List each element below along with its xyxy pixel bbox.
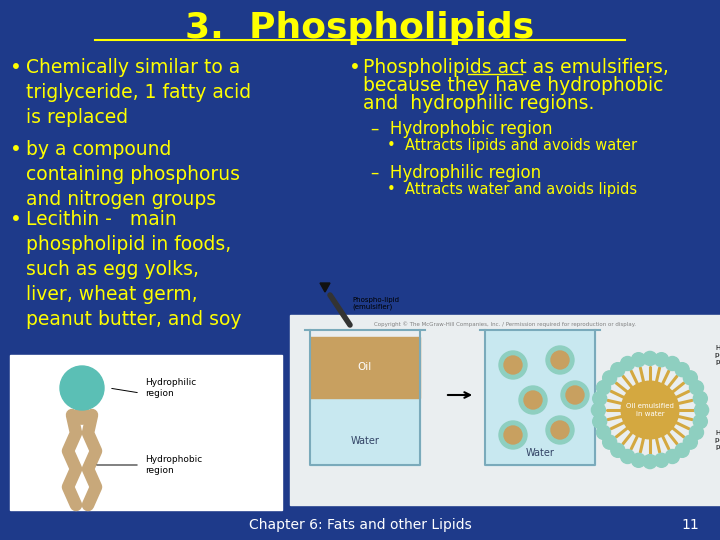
Circle shape <box>566 386 584 404</box>
Text: Lecithin -   main
phospholipid in foods,
such as egg yolks,
liver, wheat germ,
p: Lecithin - main phospholipid in foods, s… <box>26 210 241 329</box>
Circle shape <box>631 353 646 367</box>
Circle shape <box>561 381 589 409</box>
Text: •  Attracts lipids and avoids water: • Attracts lipids and avoids water <box>387 138 637 153</box>
Text: •: • <box>10 58 22 77</box>
Text: Hydrophilic
region: Hydrophilic region <box>145 379 197 397</box>
Text: Copyright © The McGraw-Hill Companies, Inc. / Permission required for reproducti: Copyright © The McGraw-Hill Companies, I… <box>374 321 636 327</box>
Circle shape <box>631 453 646 467</box>
Text: Phospholipids act as emulsifiers,: Phospholipids act as emulsifiers, <box>363 58 669 77</box>
Bar <box>310 337 420 397</box>
Circle shape <box>499 351 527 379</box>
Circle shape <box>546 416 574 444</box>
Bar <box>485 330 595 465</box>
Circle shape <box>683 435 698 449</box>
Text: 11: 11 <box>681 518 699 532</box>
Text: Chemically similar to a
triglyceride, 1 fatty acid
is replaced: Chemically similar to a triglyceride, 1 … <box>26 58 251 127</box>
Circle shape <box>596 381 611 395</box>
Text: Hydrophilic
portion of
phospholipid: Hydrophilic portion of phospholipid <box>715 345 720 365</box>
Circle shape <box>675 363 689 377</box>
Circle shape <box>546 346 574 374</box>
Polygon shape <box>320 283 330 292</box>
Text: 3.  Phospholipids: 3. Phospholipids <box>185 11 535 45</box>
Circle shape <box>621 381 679 439</box>
Text: •: • <box>10 140 22 159</box>
Circle shape <box>60 366 104 410</box>
Circle shape <box>675 443 689 457</box>
Circle shape <box>551 351 569 369</box>
Circle shape <box>690 381 703 395</box>
Circle shape <box>603 435 616 449</box>
Circle shape <box>596 426 611 440</box>
Text: –  Hydrophobic region: – Hydrophobic region <box>371 120 552 138</box>
Circle shape <box>519 386 547 414</box>
Circle shape <box>551 421 569 439</box>
Circle shape <box>683 371 698 385</box>
Circle shape <box>504 356 522 374</box>
Text: Oil emulsified
in water: Oil emulsified in water <box>626 403 674 416</box>
Text: –  Hydrophilic region: – Hydrophilic region <box>371 164 541 182</box>
Circle shape <box>593 415 607 428</box>
Bar <box>310 397 420 465</box>
Bar <box>290 315 720 505</box>
Circle shape <box>611 363 625 377</box>
Circle shape <box>643 455 657 469</box>
Circle shape <box>693 392 707 406</box>
Circle shape <box>603 371 616 385</box>
Text: Water: Water <box>526 448 554 458</box>
Circle shape <box>643 352 657 366</box>
Text: Hydrophobic
region: Hydrophobic region <box>145 455 202 475</box>
Circle shape <box>593 392 607 406</box>
Text: because they have hydrophobic: because they have hydrophobic <box>363 76 663 95</box>
Circle shape <box>690 426 703 440</box>
Circle shape <box>695 403 708 417</box>
Bar <box>10 355 282 510</box>
Circle shape <box>499 421 527 449</box>
Circle shape <box>665 449 680 463</box>
Text: and  hydrophilic regions.: and hydrophilic regions. <box>363 94 595 113</box>
Circle shape <box>654 353 668 367</box>
Circle shape <box>611 443 625 457</box>
Circle shape <box>665 356 680 370</box>
Text: •: • <box>349 58 361 77</box>
Circle shape <box>621 449 634 463</box>
Circle shape <box>504 426 522 444</box>
Circle shape <box>654 453 668 467</box>
Text: Water: Water <box>351 436 379 446</box>
Circle shape <box>621 356 634 370</box>
Text: •  Attracts water and avoids lipids: • Attracts water and avoids lipids <box>387 182 637 197</box>
Text: Chapter 6: Fats and other Lipids: Chapter 6: Fats and other Lipids <box>248 518 472 532</box>
Text: by a compound
containing phosphorus
and nitrogen groups: by a compound containing phosphorus and … <box>26 140 240 209</box>
Text: Phospho-lipid
(emulsifier): Phospho-lipid (emulsifier) <box>352 297 399 310</box>
Circle shape <box>693 415 707 428</box>
Circle shape <box>591 403 606 417</box>
Text: Hydrophobic
portion of
phospholipid: Hydrophobic portion of phospholipid <box>715 430 720 450</box>
Circle shape <box>524 391 542 409</box>
Text: •: • <box>10 210 22 229</box>
Text: Oil: Oil <box>358 362 372 372</box>
